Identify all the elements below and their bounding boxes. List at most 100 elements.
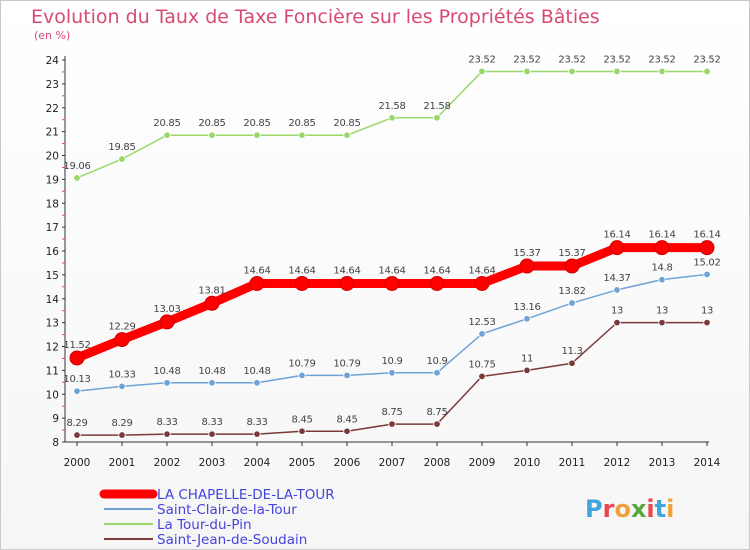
data-label: 23.52: [558, 54, 585, 65]
data-point: [658, 275, 666, 284]
chart-subtitle: (en %): [34, 29, 70, 42]
proxiti-logo: Proxiti: [585, 495, 674, 523]
data-point: [703, 67, 711, 76]
data-point: [433, 420, 441, 428]
data-label: 20.85: [198, 118, 225, 129]
data-label: 10.48: [153, 366, 180, 377]
point-labels: 19.06 19.85 20.85 20.85 20.85 20.85 20.85 21.58…: [63, 54, 720, 429]
y-tick-label: 16: [46, 246, 60, 258]
data-point: [523, 67, 531, 76]
x-tick-label: 2012: [604, 457, 631, 469]
data-point: [204, 295, 220, 311]
y-tick-label: 18: [46, 198, 59, 210]
data-label: 21.58: [378, 101, 405, 112]
data-point: [568, 299, 576, 307]
data-label: 13.03: [153, 304, 180, 315]
data-point: [208, 430, 216, 438]
data-label: 23.52: [468, 54, 495, 65]
data-label: 21.58: [423, 101, 450, 112]
data-label: 13.16: [513, 302, 540, 313]
data-label: 10.33: [108, 369, 135, 380]
y-tick-label: 17: [46, 222, 59, 234]
data-label: 20.85: [333, 118, 360, 129]
y-tick-label: 24: [46, 55, 60, 67]
data-label: 8.45: [291, 414, 312, 425]
data-label: 19.85: [108, 142, 135, 153]
series-0: [69, 240, 715, 366]
data-point: [343, 131, 351, 139]
data-label: 15.02: [693, 257, 720, 268]
data-point: [703, 318, 711, 327]
data-point: [159, 314, 175, 330]
data-label: 13.81: [198, 285, 225, 296]
data-point: [523, 366, 531, 375]
data-label: 8.75: [381, 407, 402, 418]
data-point: [658, 67, 666, 76]
data-label: 14.64: [243, 265, 270, 276]
data-point: [474, 275, 490, 291]
data-label: 14.64: [333, 265, 360, 276]
x-tick-label: 2007: [379, 457, 406, 469]
y-tick-label: 11: [46, 365, 59, 377]
legend-label: Saint-Clair-de-la-Tour: [157, 502, 297, 518]
y-tick-label: 23: [46, 79, 59, 91]
data-label: 23.52: [513, 54, 540, 65]
data-point: [523, 315, 531, 323]
data-label: 13: [656, 306, 668, 317]
legend-label: Saint-Jean-de-Soudain: [157, 532, 307, 548]
y-tick-label: 22: [46, 103, 59, 115]
y-tick-label: 9: [52, 413, 59, 425]
data-point: [388, 420, 396, 428]
data-label: 8.45: [336, 414, 357, 425]
data-point: [118, 431, 126, 439]
data-label: 13.82: [558, 286, 585, 297]
data-point: [73, 174, 81, 182]
axes: 8 9 10 11 12 13 14 15 16 17 18 19 20 21 22 23 24 2000 2001…: [46, 55, 721, 469]
data-point: [613, 67, 621, 76]
data-point: [73, 387, 81, 395]
data-point: [114, 332, 130, 348]
data-label: 8.33: [156, 417, 177, 428]
data-label: 11: [521, 353, 533, 364]
data-label: 8.75: [426, 407, 447, 418]
data-label: 10.75: [468, 359, 495, 370]
data-label: 8.33: [201, 417, 222, 428]
data-label: 14.37: [603, 273, 630, 284]
data-label: 14.64: [423, 265, 450, 276]
legend-label: La Tour-du-Pin: [157, 517, 252, 533]
data-point: [478, 330, 486, 338]
data-point: [339, 275, 355, 291]
data-label: 13: [611, 306, 623, 317]
data-point: [208, 131, 216, 139]
data-point: [294, 275, 310, 291]
data-point: [478, 67, 486, 76]
x-tick-label: 2008: [424, 457, 451, 469]
x-tick-label: 2004: [244, 457, 271, 469]
data-label: 23.52: [693, 54, 720, 65]
data-label: 20.85: [288, 118, 315, 129]
series-1: [73, 270, 711, 395]
y-tick-label: 14: [46, 294, 60, 306]
y-tick-label: 15: [46, 270, 59, 282]
data-point: [298, 371, 306, 380]
data-point: [343, 371, 351, 380]
data-label: 23.52: [648, 54, 675, 65]
data-label: 8.29: [66, 418, 87, 429]
y-tick-label: 13: [46, 318, 59, 330]
x-tick-label: 2014: [694, 457, 721, 469]
data-point: [433, 114, 441, 122]
y-tick-label: 19: [46, 174, 59, 186]
x-tick-label: 2011: [559, 457, 586, 469]
series-2: [73, 67, 711, 182]
data-point: [73, 431, 81, 439]
chart-title: Evolution du Taux de Taxe Foncière sur l…: [31, 6, 600, 28]
data-label: 11.3: [561, 346, 582, 357]
data-label: 10.9: [426, 356, 447, 367]
x-tick-label: 2010: [514, 457, 541, 469]
data-label: 14.64: [288, 265, 315, 276]
x-tick-label: 2009: [469, 457, 496, 469]
data-label: 10.9: [381, 356, 402, 367]
data-point: [478, 372, 486, 381]
x-tick-label: 2001: [109, 457, 136, 469]
data-point: [613, 318, 621, 327]
